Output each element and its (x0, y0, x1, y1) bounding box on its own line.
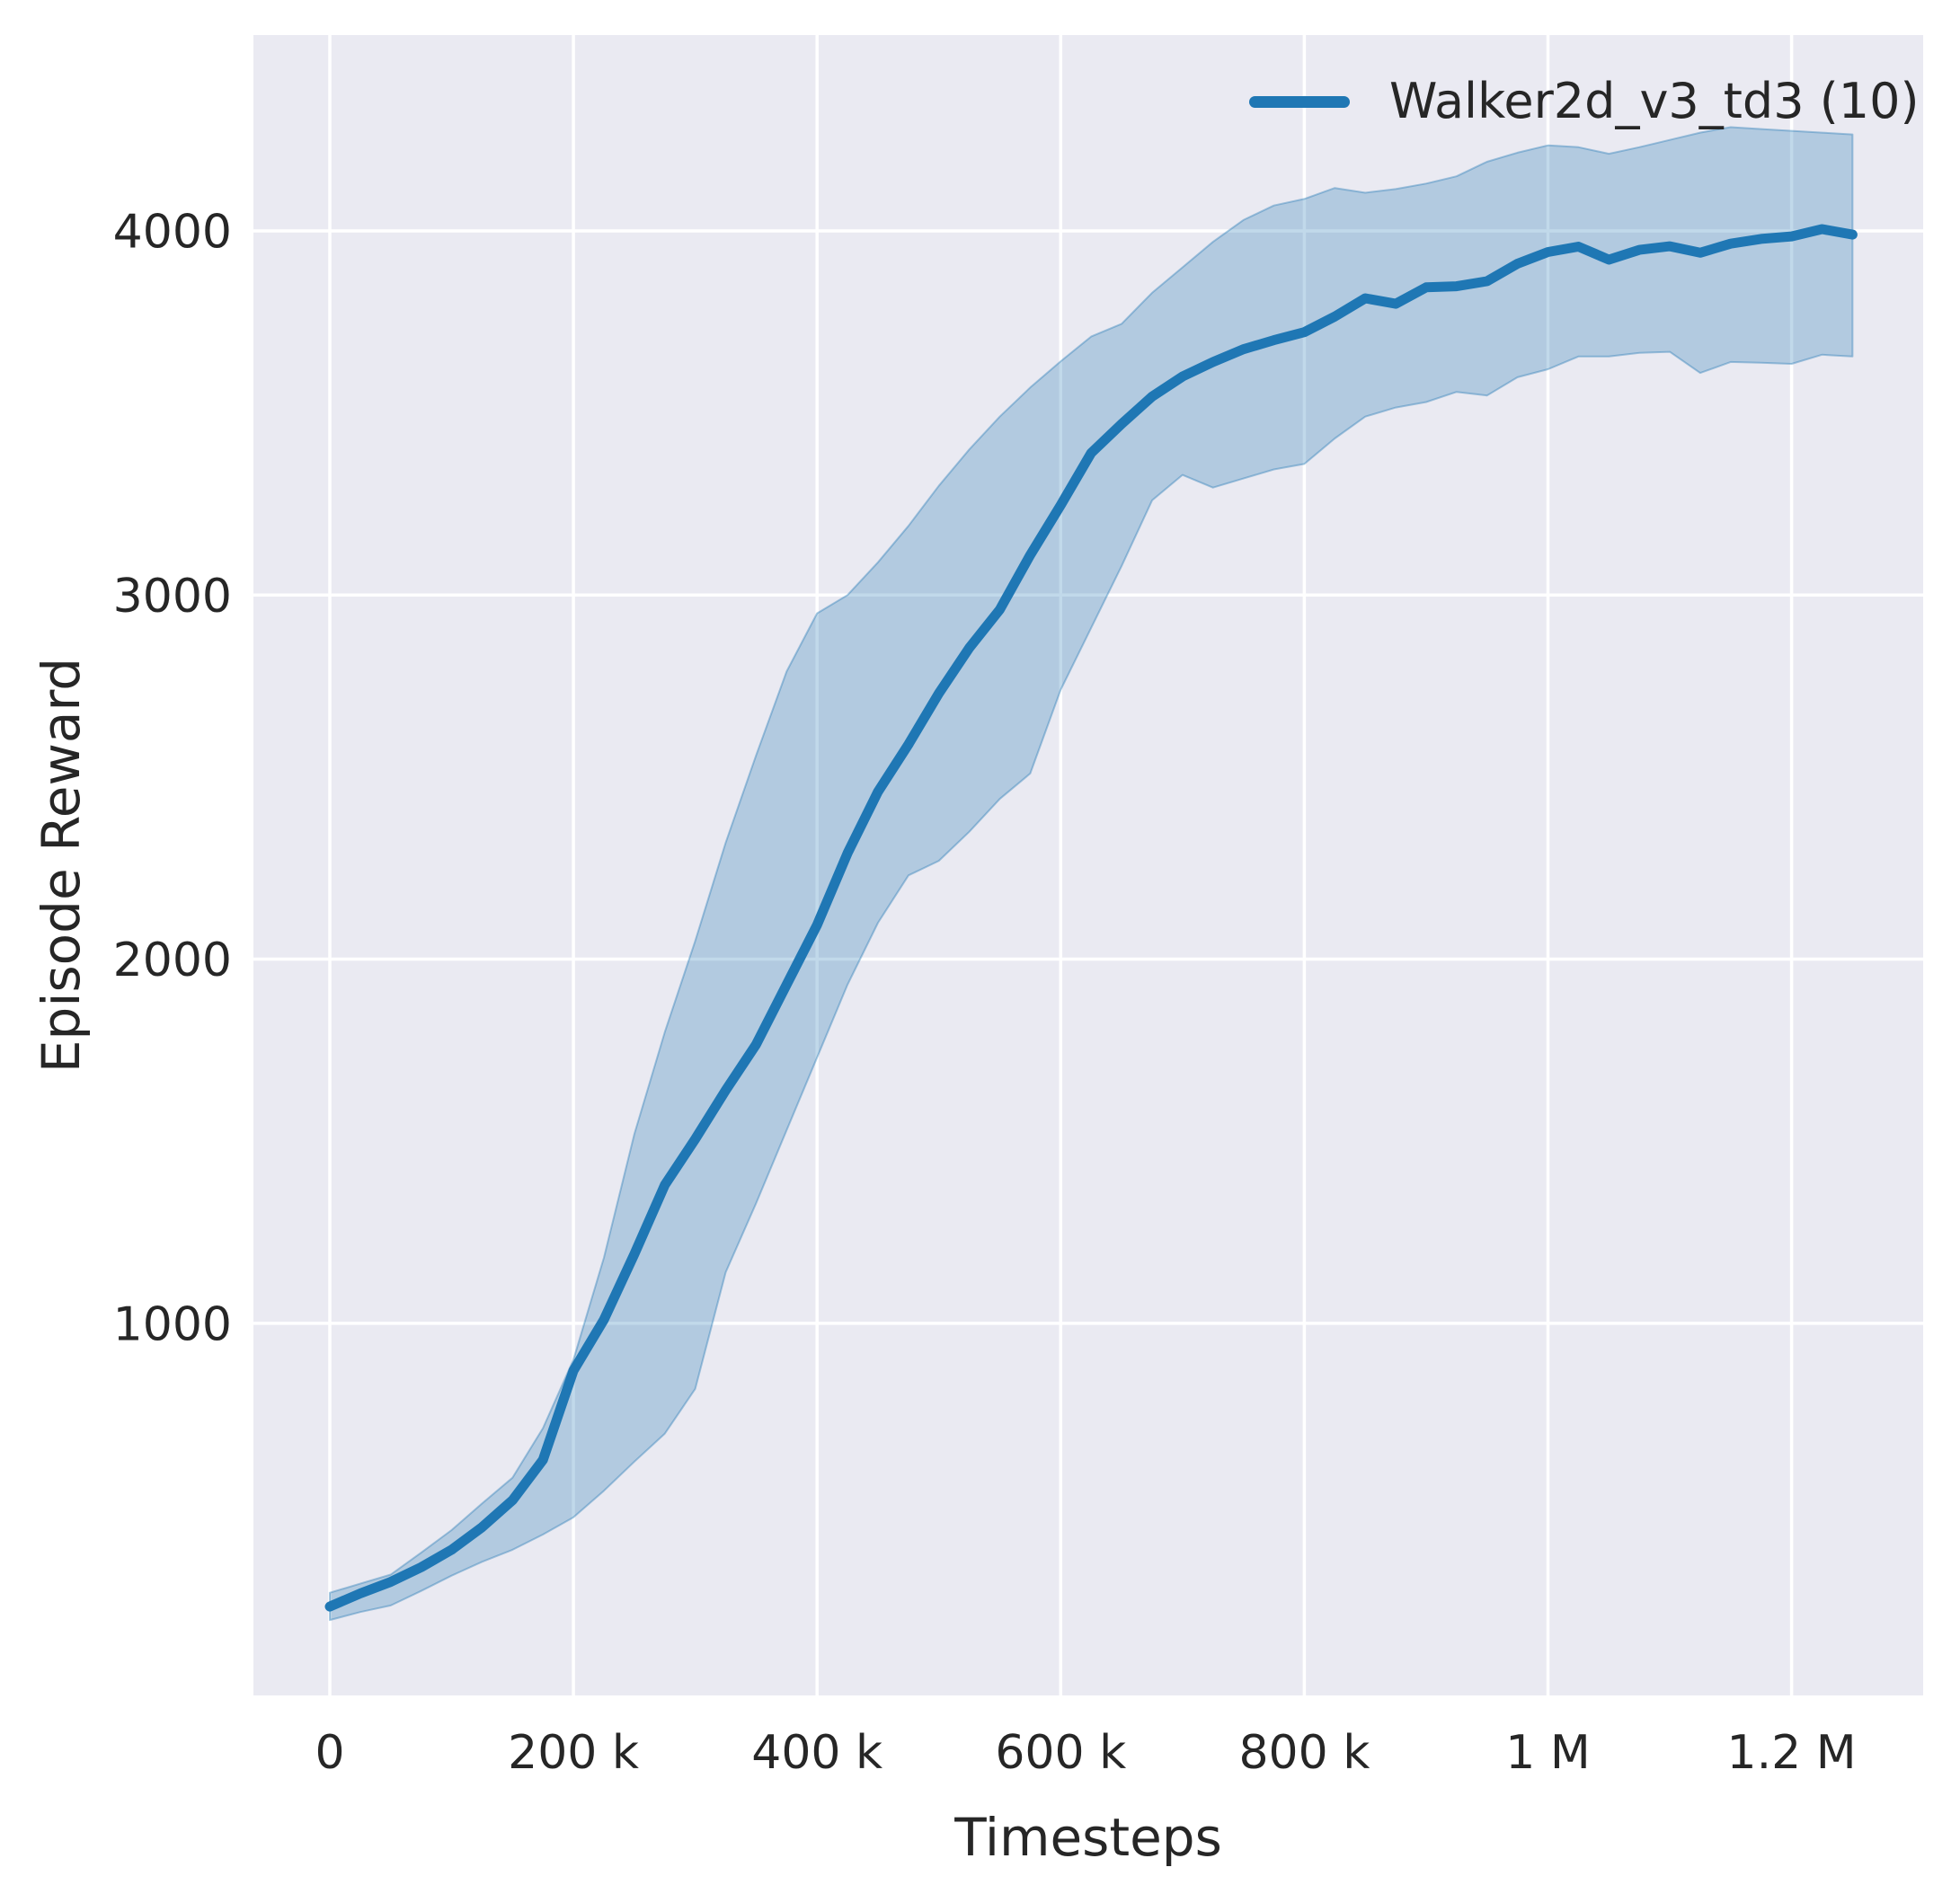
x-tick-label: 200 k (508, 1726, 639, 1780)
x-axis-label: Timesteps (954, 1807, 1222, 1868)
confidence-band (329, 126, 1854, 1622)
x-tick-label: 0 (315, 1726, 344, 1780)
x-tick-label: 1.2 M (1727, 1726, 1857, 1780)
mean-reward-line (324, 224, 1858, 1612)
plot-area (253, 35, 1923, 1695)
legend: Walker2d_v3_td3 (10) (1249, 73, 1920, 131)
y-tick-label: 2000 (113, 934, 232, 987)
x-tick-label: 600 k (995, 1726, 1126, 1780)
x-tick-label: 400 k (751, 1726, 882, 1780)
y-tick-label: 3000 (113, 570, 232, 624)
legend-line-sample (1249, 95, 1350, 108)
legend-label: Walker2d_v3_td3 (10) (1389, 73, 1920, 129)
y-axis-label: Episode Reward (31, 657, 92, 1074)
x-tick-label: 800 k (1238, 1726, 1370, 1780)
x-tick-label: 1 M (1505, 1726, 1590, 1780)
y-tick-label: 1000 (113, 1297, 232, 1351)
y-tick-label: 4000 (113, 205, 232, 259)
